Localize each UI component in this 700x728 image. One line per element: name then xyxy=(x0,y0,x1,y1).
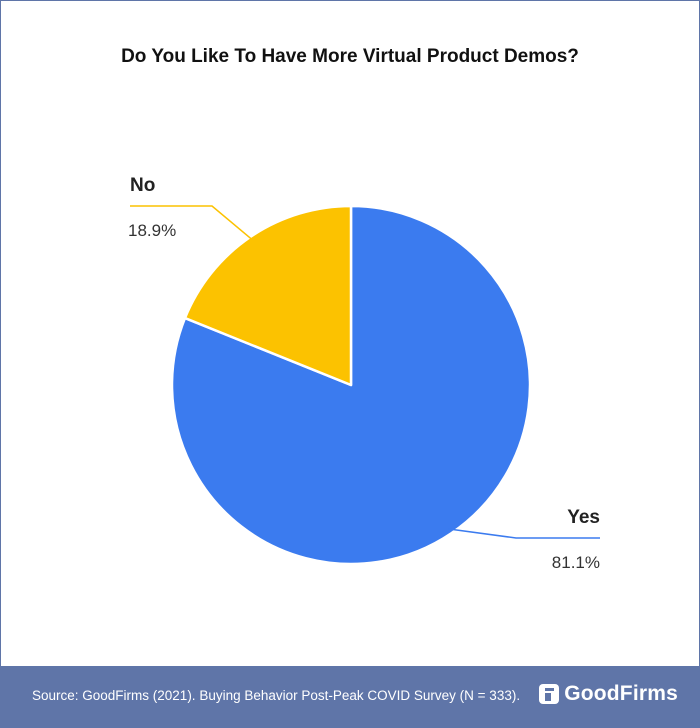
goodfirms-logo-icon xyxy=(539,684,560,704)
slice-value-yes: 81.1% xyxy=(552,553,600,572)
slice-label-yes: Yes xyxy=(567,507,600,528)
chart-title: Do You Like To Have More Virtual Product… xyxy=(121,46,579,67)
pie-slice-yes xyxy=(170,204,532,566)
goodfirms-logo[interactable]: GoodFirms xyxy=(539,682,678,706)
slice-label-no: No xyxy=(130,175,155,196)
pie-slice-no xyxy=(183,204,353,387)
source-note: Source: GoodFirms (2021). Buying Behavio… xyxy=(32,688,521,703)
leader-line-no xyxy=(130,205,255,242)
slice-value-no: 18.9% xyxy=(128,221,176,240)
leader-line-yes xyxy=(448,528,600,539)
brand-name: GoodFirms xyxy=(564,682,678,705)
footer-bar: Source: GoodFirms (2021). Buying Behavio… xyxy=(0,666,700,728)
pie-chart: Yes 81.1% No 18.9% xyxy=(128,175,600,572)
